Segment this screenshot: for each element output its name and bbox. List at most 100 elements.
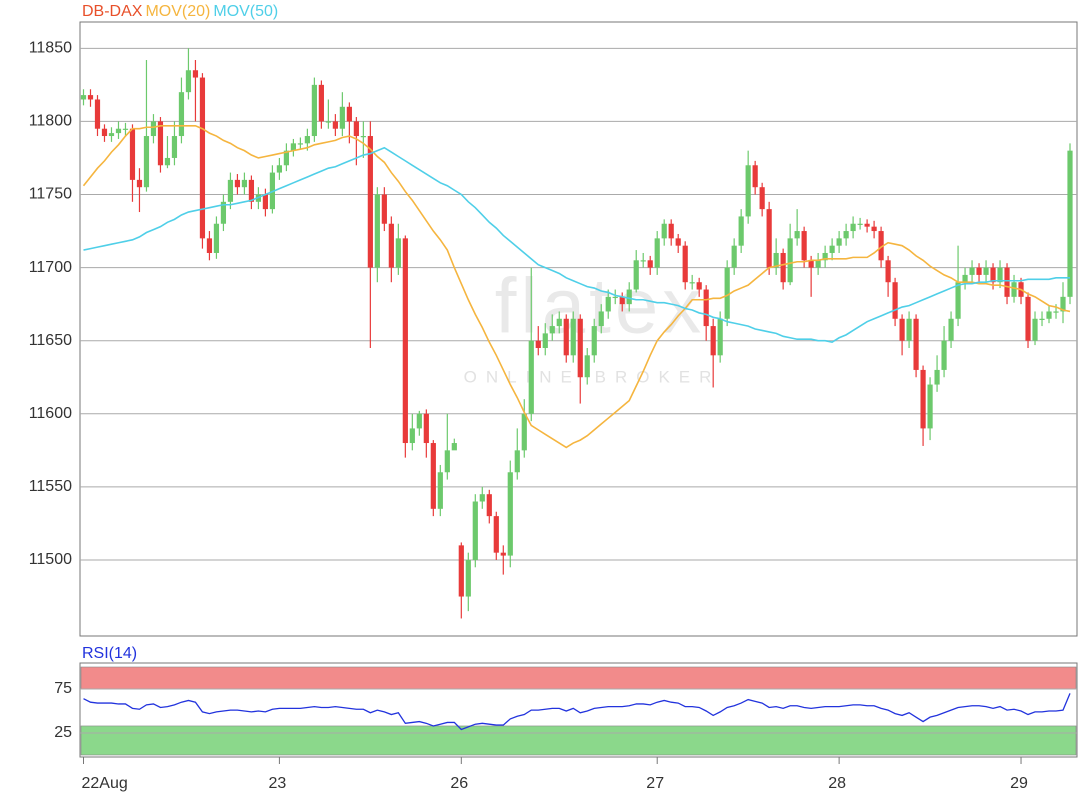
candle-body — [1060, 296, 1066, 312]
candle-body — [1025, 296, 1031, 341]
candle-body — [437, 472, 443, 509]
candle-body — [731, 245, 737, 268]
candle-body — [1004, 267, 1010, 297]
candle-body — [920, 369, 926, 429]
candle-body — [962, 274, 968, 283]
candle-body — [234, 179, 241, 188]
candle-body — [857, 223, 863, 225]
candle-body — [444, 450, 450, 473]
candle-body — [248, 179, 255, 202]
candle-body — [185, 70, 192, 93]
candle-body — [822, 252, 828, 261]
candle-body — [752, 165, 758, 188]
candle-body — [262, 194, 269, 210]
candle-body — [423, 413, 429, 444]
candle-body — [955, 282, 961, 319]
candle-body — [871, 226, 877, 232]
rsi-zone — [80, 725, 1077, 756]
candle-body — [164, 157, 171, 166]
candle-body — [1011, 282, 1017, 297]
candle-body — [178, 92, 185, 137]
x-tick-label: 22Aug — [81, 775, 127, 792]
candle-body — [759, 187, 765, 210]
candle-body — [94, 99, 101, 129]
candle-body — [1046, 311, 1052, 319]
candle-body — [976, 267, 982, 275]
candle-body — [577, 318, 583, 378]
candle-body — [157, 121, 164, 166]
y-tick-label: 11850 — [29, 40, 72, 57]
candle-body — [605, 296, 611, 312]
candle-body — [297, 143, 303, 145]
candle-body — [486, 494, 492, 517]
candle-body — [304, 136, 310, 144]
candle-body — [801, 231, 807, 261]
candle-body — [682, 245, 688, 283]
candle-body — [836, 238, 842, 246]
candle-body — [570, 318, 576, 356]
candle-body — [458, 545, 464, 597]
candle-body — [885, 260, 891, 283]
candle-body — [220, 201, 227, 224]
candle-body — [717, 318, 723, 356]
candle-body — [143, 136, 150, 188]
candle-body — [829, 245, 835, 253]
candle-body — [374, 194, 380, 268]
candle-body — [283, 150, 289, 166]
candle-body — [360, 136, 366, 138]
candle-body — [1039, 318, 1045, 320]
candle-body — [584, 355, 590, 378]
candle-body — [87, 95, 94, 100]
candle-body — [640, 260, 646, 262]
candle-body — [626, 289, 632, 305]
candle-body — [997, 267, 1003, 283]
candle-body — [913, 318, 919, 370]
candle-body — [969, 267, 975, 275]
candle-body — [689, 282, 695, 284]
moving-average-line — [82, 125, 1071, 449]
candle-body — [808, 260, 814, 268]
candle-body — [472, 501, 478, 560]
candle-body — [479, 494, 485, 502]
candle-body — [780, 252, 786, 283]
rsi-zone — [80, 666, 1077, 690]
candle-body — [514, 450, 520, 473]
candle-body — [927, 384, 933, 429]
candle-body — [381, 194, 387, 224]
y-tick-label: 11700 — [29, 259, 72, 276]
candle-body — [787, 238, 793, 283]
x-tick-label: 28 — [828, 775, 846, 792]
candle-body — [892, 282, 898, 319]
y-tick-label: 11650 — [29, 332, 72, 349]
y-tick-label: 11800 — [29, 113, 72, 130]
candle-body — [199, 77, 206, 239]
candle-body — [654, 238, 660, 268]
candle-body — [311, 84, 317, 137]
candle-body — [1067, 150, 1073, 297]
y-tick-label: 11600 — [29, 405, 72, 422]
legend-entry: DB-DAX — [82, 3, 143, 20]
rsi-title: RSI(14) — [82, 645, 137, 662]
candle-body — [612, 296, 618, 299]
candle-body — [948, 318, 954, 341]
candle-body — [591, 326, 597, 356]
legend-entry: MOV(20) — [145, 3, 210, 20]
candle-body — [815, 260, 821, 268]
candle-body — [213, 223, 220, 253]
candle-body — [528, 340, 534, 414]
candle-body — [325, 121, 331, 123]
rsi-line — [83, 693, 1071, 731]
y-tick-label: 25 — [54, 724, 72, 741]
candle-body — [535, 340, 541, 349]
candle-body — [899, 318, 905, 341]
candle-body — [668, 223, 674, 239]
candle-body — [675, 238, 681, 246]
candle-body — [430, 443, 436, 509]
candle-body — [738, 216, 744, 246]
candle-body — [339, 106, 345, 129]
candle-body — [465, 559, 471, 597]
y-tick-label: 11550 — [29, 478, 72, 495]
candle-body — [1053, 311, 1059, 313]
